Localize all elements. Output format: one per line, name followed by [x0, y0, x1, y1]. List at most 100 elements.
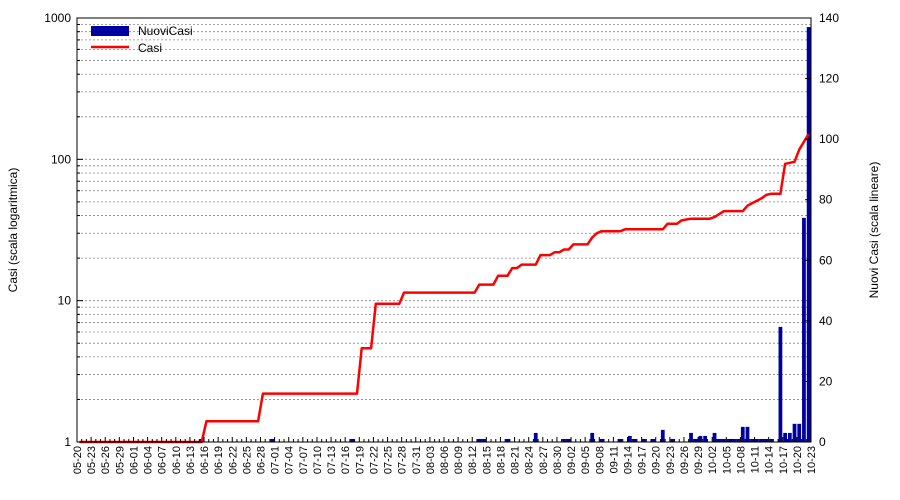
x-tick-label: 09-05 [580, 446, 592, 474]
x-tick-label: 10-23 [806, 446, 818, 474]
left-tick-label: 100 [51, 152, 71, 166]
left-axis-label: Casi (scala logaritmica) [6, 168, 20, 293]
bar-nuovicasi [599, 438, 604, 442]
x-tick-label: 10-02 [707, 446, 719, 474]
x-tick-label: 06-07 [157, 446, 169, 474]
bar-nuovicasi [778, 326, 783, 442]
left-tick-label: 1000 [44, 11, 71, 25]
bar-nuovicasi [505, 438, 510, 442]
x-tick-label: 07-19 [354, 446, 366, 474]
right-axis-ticks: 0 20 40 60 80 100 120 140 [805, 11, 839, 449]
bar-nuovicasi [759, 438, 764, 442]
grid [77, 24, 811, 400]
x-tick-label: 06-13 [185, 446, 197, 474]
x-tick-label: 06-28 [256, 446, 268, 474]
bar-nuovicasi [533, 432, 538, 442]
x-tick-label: 06-04 [143, 446, 155, 474]
line-casi [79, 133, 810, 444]
bar-nuovicasi [562, 438, 566, 442]
x-tick-label: 10-08 [735, 446, 747, 474]
x-tick-label: 07-28 [397, 446, 409, 474]
bar-nuovicasi [627, 435, 632, 442]
bar-nuovicasi [736, 438, 740, 442]
bar-nuovicasi [693, 438, 698, 442]
right-tick-label: 20 [819, 374, 833, 388]
right-tick-label: 100 [819, 132, 839, 146]
bar-nuovicasi [712, 432, 717, 442]
x-tick-label: 07-22 [368, 446, 380, 474]
x-tick-label: 08-24 [524, 446, 536, 474]
right-tick-label: 40 [819, 314, 833, 328]
bar-nuovicasi [703, 435, 708, 442]
x-tick-label: 05-20 [72, 446, 84, 474]
bar-nuovicasi [764, 438, 769, 442]
right-tick-label: 80 [819, 193, 833, 207]
bar-nuovicasi [689, 432, 693, 442]
bar-nuovicasi [660, 429, 665, 442]
bar-nuovicasi [590, 432, 595, 442]
x-tick-label: 09-14 [623, 446, 635, 474]
x-tick-label: 08-06 [439, 446, 451, 474]
x-tick-label: 10-14 [764, 446, 776, 474]
x-tick-label: 06-10 [171, 446, 183, 474]
bar-nuovicasi [769, 438, 773, 442]
bar-nuovicasi [618, 438, 623, 442]
bar-nuovicasi [745, 426, 750, 442]
bar-nuovicasi [750, 438, 755, 442]
left-tick-label: 10 [58, 294, 72, 308]
legend-swatch-nuovicasi [91, 26, 129, 36]
x-tick-label: 05-23 [86, 446, 98, 474]
x-tick-label: 09-26 [679, 446, 691, 474]
x-tick-label: 09-23 [665, 446, 677, 474]
x-tick-label: 07-04 [284, 446, 296, 474]
x-tick-label: 09-11 [608, 446, 620, 473]
x-tick-label: 06-16 [199, 446, 211, 474]
x-tick-label: 10-11 [750, 446, 762, 473]
x-tick-label: 07-16 [340, 446, 352, 474]
bar-nuovicasi [787, 432, 792, 442]
x-tick-label: 07-01 [270, 446, 282, 474]
bar-nuovicasi [792, 423, 797, 442]
x-tick-label: 09-29 [693, 446, 705, 474]
left-tick-label: 1 [64, 435, 71, 449]
bar-nuovicasi [783, 432, 788, 442]
x-tick-label: 09-17 [637, 446, 649, 474]
x-tick-label: 09-20 [651, 446, 663, 474]
x-tick-label: 08-12 [467, 446, 479, 474]
bar-nuovicasi [477, 438, 482, 442]
x-tick-label: 08-21 [510, 446, 522, 474]
x-tick-label: 07-25 [383, 446, 395, 474]
bar-series-nuovicasi [199, 27, 811, 442]
bar-nuovicasi [698, 435, 703, 442]
x-tick-label: 05-26 [100, 446, 112, 474]
x-tick-label: 07-31 [411, 446, 423, 474]
bar-nuovicasi [755, 438, 759, 442]
bar-nuovicasi [717, 438, 722, 442]
x-tick-label: 06-19 [213, 446, 225, 474]
bar-nuovicasi [651, 438, 656, 442]
x-tick-label: 08-15 [481, 446, 493, 474]
x-axis-ticks: 05-20 05-23 05-26 05-29 06-01 06-04 06-07 06-10… [72, 437, 818, 474]
x-tick-label: 08-03 [425, 446, 437, 474]
bar-nuovicasi [806, 27, 811, 442]
x-tick-label: 08-27 [538, 446, 550, 474]
bar-nuovicasi [740, 426, 745, 442]
x-tick-label: 06-01 [128, 446, 140, 474]
x-tick-label: 10-17 [778, 446, 790, 474]
right-tick-label: 60 [819, 253, 833, 267]
bar-nuovicasi [632, 438, 637, 442]
legend-label-nuovicasi: NuoviCasi [138, 24, 193, 38]
x-tick-label: 08-30 [552, 446, 564, 474]
x-tick-label: 09-02 [566, 446, 578, 474]
right-tick-label: 120 [819, 72, 839, 86]
x-tick-label: 06-22 [227, 446, 239, 474]
bar-nuovicasi [802, 217, 806, 442]
bar-nuovicasi [350, 438, 355, 442]
bar-nuovicasi [670, 438, 675, 442]
x-tick-label: 10-20 [792, 446, 804, 474]
x-tick-label: 07-10 [312, 446, 324, 474]
bar-nuovicasi [726, 438, 731, 442]
plot-frame [76, 17, 812, 443]
right-axis-label: Nuovi Casi (scala lineare) [867, 162, 881, 299]
